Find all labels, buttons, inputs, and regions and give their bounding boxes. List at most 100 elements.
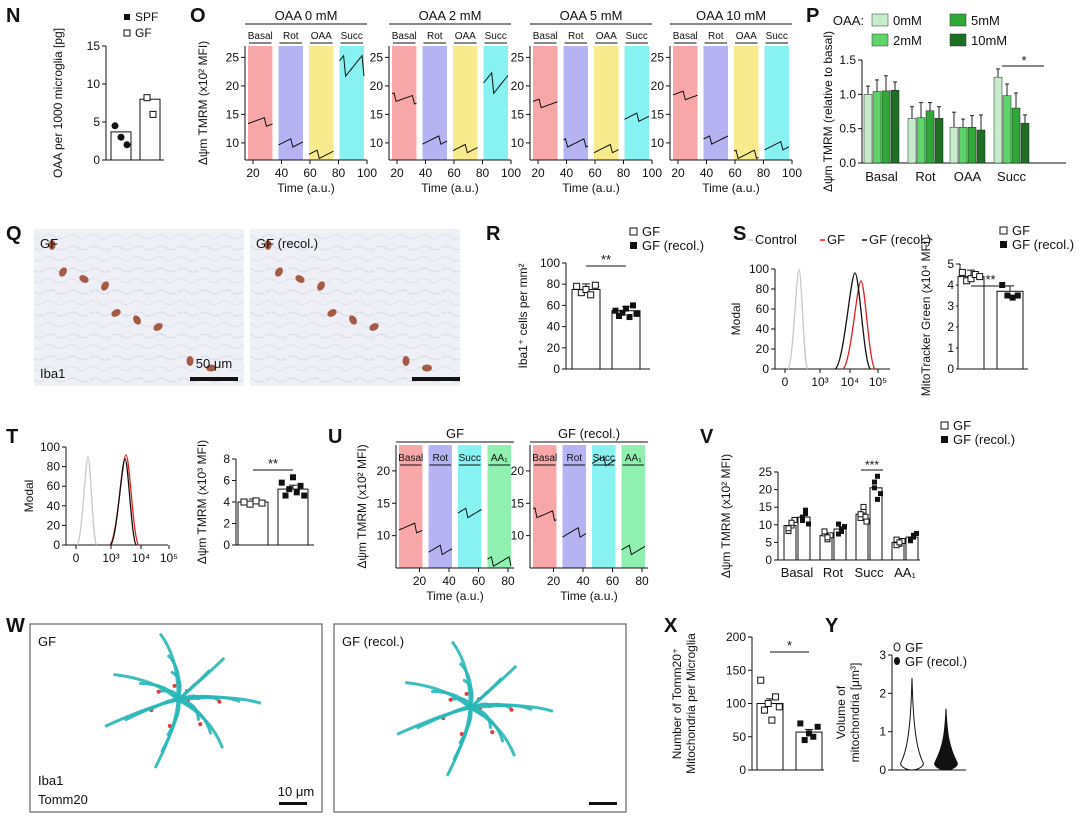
data-point bbox=[616, 313, 622, 319]
trace-line bbox=[339, 54, 365, 78]
data-point bbox=[875, 473, 880, 479]
y-tick-label: 15 bbox=[226, 107, 240, 121]
legend-label-spf: SPF bbox=[135, 10, 158, 24]
data-point bbox=[967, 275, 975, 283]
x-tick-label: 80 bbox=[757, 166, 771, 180]
data-point bbox=[785, 525, 792, 532]
legend-label-recol: GF (recol.) bbox=[953, 432, 1015, 447]
y-tick-label: 10 bbox=[226, 136, 240, 150]
y-tick-label: 40 bbox=[547, 320, 561, 334]
trace-line bbox=[278, 138, 304, 148]
panel-letter-U: U bbox=[328, 426, 342, 448]
panel-letter-R: R bbox=[486, 223, 501, 245]
data-point bbox=[619, 309, 626, 316]
bar-OAA-0mM bbox=[949, 127, 959, 164]
histogram-curve-recol bbox=[834, 272, 871, 370]
y-tick-label: 10 bbox=[370, 136, 384, 150]
x-tick-label: 60 bbox=[303, 166, 317, 180]
phase-band-0 bbox=[392, 46, 417, 160]
render-title-left: GF bbox=[38, 634, 56, 649]
trace-line bbox=[457, 507, 482, 519]
bar-Basal-5mM bbox=[881, 90, 891, 164]
data-point bbox=[623, 305, 629, 312]
scale-bar-left bbox=[279, 802, 307, 805]
data-point bbox=[863, 518, 870, 525]
phase-band-1 bbox=[703, 46, 728, 160]
mitochondrion bbox=[167, 724, 172, 728]
significance-label: ** bbox=[601, 252, 611, 267]
legend-marker-recol bbox=[941, 436, 948, 443]
trace-line bbox=[764, 140, 790, 151]
y-axis-label: Iba1⁺ cells per mm² bbox=[516, 263, 530, 368]
image-W: GF GF (recol.) Iba1 Tomm20 10 μm bbox=[29, 623, 627, 813]
iba1-cell bbox=[295, 275, 305, 283]
microglia-process bbox=[445, 707, 472, 777]
y-tick-label: 10 bbox=[511, 529, 525, 543]
y-tick-label: 1.5 bbox=[839, 53, 856, 67]
data-point bbox=[252, 497, 260, 505]
trace-line bbox=[532, 507, 557, 522]
iba1-cell bbox=[101, 281, 109, 291]
x-tick-label: 20 bbox=[413, 574, 427, 588]
y-tick-label: 0.0 bbox=[839, 156, 856, 170]
chart-T_bar: 0 2 4 6 8 Δψm TMRM (x10³ MFI) ** bbox=[195, 440, 314, 564]
y-tick-label: 200 bbox=[726, 630, 746, 644]
data-point bbox=[872, 479, 877, 485]
data-point bbox=[821, 528, 828, 535]
data-point bbox=[839, 526, 844, 532]
iba1-cell bbox=[79, 275, 89, 283]
y-tick-label: 80 bbox=[547, 277, 561, 291]
y-axis-label: Δψm TMRM (relative to basal) bbox=[821, 31, 835, 192]
data-point bbox=[297, 482, 304, 489]
data-point bbox=[258, 499, 266, 507]
y-tick-label: 25 bbox=[370, 50, 384, 64]
y-tick-label: 3 bbox=[947, 299, 954, 313]
phase-label: Rot bbox=[568, 31, 584, 42]
x-tick-label: 60 bbox=[606, 574, 620, 588]
y-tick-label: 40 bbox=[756, 322, 770, 336]
x-tick-label: 40 bbox=[700, 166, 714, 180]
x-tick-label: 10⁴ bbox=[841, 375, 860, 389]
y-tick-label: 150 bbox=[726, 663, 746, 677]
chart-U: GF Basal Rot Succ AA₁ 10 15 20 20 40 60 80 Time (a.u… bbox=[355, 426, 649, 603]
chart-S_bar: 0 1 2 3 4 5 MitoTracker Green (x10⁴ MFI) ** GFGF… bbox=[919, 223, 1074, 396]
bar-SPF bbox=[110, 131, 132, 161]
phase-band-0 bbox=[248, 46, 273, 160]
legend-label-2mM: 2mM bbox=[893, 33, 922, 48]
micrograph-right bbox=[250, 229, 460, 386]
y-tick-label: 100 bbox=[726, 697, 746, 711]
chart-P: 0.0 0.5 1.0 1.5 Δψm TMRM (relative to basal)… bbox=[821, 13, 1066, 192]
phase-band-3 bbox=[764, 46, 789, 160]
x-tick-label: Succ bbox=[997, 169, 1026, 184]
bar-GF bbox=[139, 98, 161, 161]
phase-label: Basal bbox=[392, 31, 417, 42]
iba1-cell bbox=[402, 356, 410, 366]
y-tick-label: 20 bbox=[511, 464, 525, 478]
channel-label-iba1: Iba1 bbox=[38, 773, 63, 788]
y-tick-label: 15 bbox=[87, 39, 101, 53]
trace-line bbox=[703, 135, 729, 145]
phase-label: Basal bbox=[673, 31, 698, 42]
data-point bbox=[958, 268, 966, 276]
y-tick-label: 6 bbox=[223, 474, 230, 488]
data-point bbox=[810, 733, 817, 740]
subplot-title: GF bbox=[446, 426, 464, 441]
legend-marker-gf bbox=[893, 642, 901, 652]
microglia-process bbox=[177, 656, 226, 702]
phase-label: Basal bbox=[532, 453, 557, 464]
panel-letter-O: O bbox=[190, 5, 206, 27]
legend-label-5mM: 5mM bbox=[971, 13, 1000, 28]
chart-V: 0 5 10 15 20 25 Δψm TMRM (x10² MFI) Basal Rot Suc… bbox=[719, 418, 1015, 580]
bar-Rot-10mM bbox=[934, 118, 944, 164]
phase-label: OAA bbox=[736, 31, 757, 42]
iba1-cell bbox=[369, 323, 379, 331]
y-tick-label: 4 bbox=[223, 495, 230, 509]
y-tick-label: 60 bbox=[756, 302, 770, 316]
x-tick-label: 0 bbox=[73, 551, 80, 565]
microglia-process bbox=[469, 664, 518, 710]
bar-GF bbox=[957, 276, 985, 370]
trace-line bbox=[591, 455, 616, 467]
phase-label: Rot bbox=[432, 453, 448, 464]
stain-label: Iba1 bbox=[40, 366, 65, 381]
bar-GF bbox=[237, 501, 269, 546]
